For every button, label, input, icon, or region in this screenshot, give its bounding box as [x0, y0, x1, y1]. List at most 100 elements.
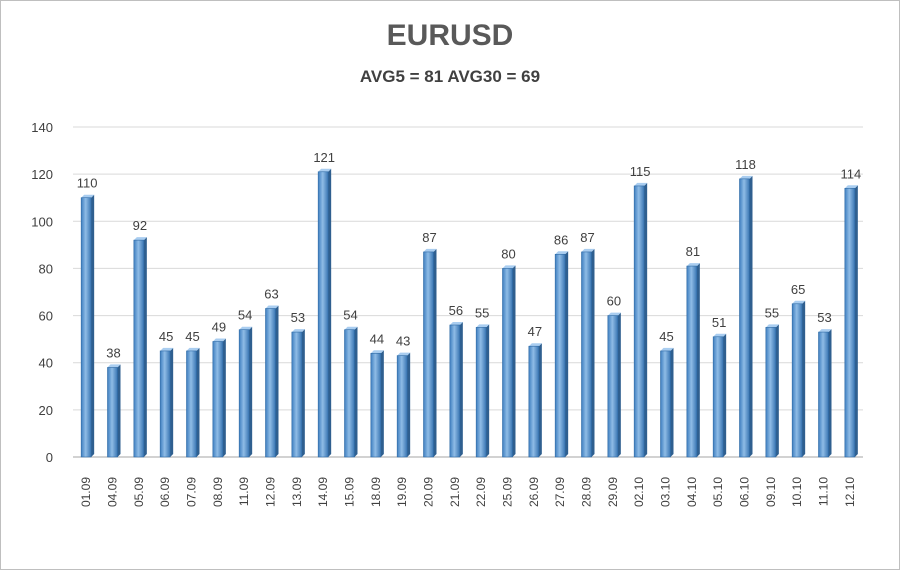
- bar: [712, 333, 727, 458]
- bar: [686, 263, 700, 458]
- bar-top: [502, 265, 516, 269]
- bar-face: [133, 239, 145, 458]
- data-label: 55: [765, 305, 779, 320]
- y-tick-label: 120: [31, 167, 53, 182]
- x-tick-label: 28.09: [580, 477, 594, 507]
- data-label: 80: [501, 246, 515, 261]
- bar-side: [565, 251, 569, 457]
- bar: [80, 194, 95, 458]
- bar-top: [212, 338, 226, 342]
- bar-side: [749, 175, 753, 457]
- x-tick-label: 19.09: [395, 477, 409, 507]
- x-tick-label: 12.10: [843, 477, 857, 507]
- x-tick-label: 06.10: [738, 477, 752, 507]
- bar-face: [370, 352, 382, 458]
- y-tick-label: 40: [39, 356, 53, 371]
- bar-side: [644, 182, 648, 457]
- bar-top: [713, 333, 727, 337]
- bar-face: [80, 197, 92, 458]
- bar-face: [317, 171, 329, 458]
- bar-top: [765, 324, 779, 328]
- bar: [370, 350, 384, 458]
- bar-top: [792, 300, 806, 304]
- bar-face: [712, 336, 724, 458]
- y-tick-label: 80: [39, 261, 53, 276]
- x-tick-label: 14.09: [316, 477, 330, 507]
- bar-face: [396, 355, 408, 458]
- bar-side: [617, 312, 621, 457]
- bar-side: [775, 324, 779, 457]
- bar-top: [476, 324, 490, 328]
- bar-side: [407, 352, 411, 457]
- x-tick-label: 04.09: [106, 477, 120, 507]
- bar-top: [818, 329, 832, 333]
- bar-side: [723, 333, 727, 457]
- x-tick-label: 11.10: [817, 477, 831, 506]
- bar-top: [634, 182, 648, 186]
- x-tick-label: 21.09: [448, 477, 462, 507]
- data-labels: 110 38 92 45 45 49 54 63 53 121 54 44 43 87 56 55 80 47 86…: [77, 150, 861, 361]
- bar-face: [765, 327, 777, 458]
- bar: [291, 329, 305, 458]
- bar: [212, 338, 226, 458]
- bar: [344, 326, 358, 458]
- bar-face: [607, 315, 619, 458]
- x-tick-label: 06.09: [158, 477, 172, 507]
- x-tick-label: 15.09: [343, 477, 357, 507]
- bar-face: [818, 331, 829, 458]
- y-tick-label: 0: [46, 450, 53, 465]
- bar-side: [433, 248, 437, 457]
- x-axis: 01.09 04.09 05.09 06.09 07.09 08.09 11.09 12.09…: [79, 477, 857, 507]
- bar-top: [107, 364, 121, 368]
- bar: [449, 322, 463, 458]
- x-tick-label: 11.09: [237, 477, 251, 506]
- x-tick-label: 12.09: [264, 477, 278, 507]
- bar-top: [291, 329, 305, 333]
- bar-face: [739, 178, 750, 458]
- bar-top: [239, 326, 253, 330]
- bar-top: [318, 168, 332, 172]
- bar: [107, 364, 121, 458]
- bar: [581, 248, 595, 458]
- data-label: 49: [212, 320, 226, 335]
- bar-top: [397, 352, 411, 356]
- data-label: 92: [133, 218, 147, 233]
- bar: [791, 300, 806, 458]
- bar-side: [91, 194, 95, 457]
- bar-face: [502, 268, 513, 458]
- bar: [818, 329, 832, 458]
- x-tick-label: 18.09: [369, 477, 383, 507]
- bar-face: [449, 324, 461, 458]
- bar-top: [160, 347, 174, 351]
- data-label: 53: [291, 310, 305, 325]
- bar-side: [591, 248, 595, 457]
- data-label: 51: [712, 315, 726, 330]
- bar-top: [739, 175, 753, 179]
- bars: [80, 168, 858, 458]
- bar-side: [512, 265, 516, 457]
- bar-side: [275, 305, 279, 457]
- x-tick-label: 05.10: [711, 477, 725, 507]
- x-tick-label: 03.10: [659, 477, 673, 507]
- data-label: 45: [159, 329, 173, 344]
- bar-side: [670, 347, 674, 457]
- x-tick-label: 22.09: [474, 477, 488, 507]
- bar-face: [660, 350, 671, 458]
- bar-top: [186, 347, 200, 351]
- data-label: 54: [238, 308, 252, 323]
- bar-top: [423, 248, 437, 252]
- bar-face: [212, 341, 224, 458]
- bar-top: [265, 305, 279, 309]
- data-label: 87: [422, 230, 436, 245]
- x-tick-label: 25.09: [501, 477, 515, 507]
- data-label: 55: [475, 305, 489, 320]
- data-label: 43: [396, 334, 410, 349]
- x-tick-label: 07.09: [185, 477, 199, 507]
- y-tick-label: 60: [39, 309, 53, 324]
- y-tick-label: 100: [31, 214, 53, 229]
- bar-face: [186, 350, 197, 458]
- bar-face: [791, 303, 803, 458]
- bar-side: [486, 324, 490, 457]
- bar-side: [828, 329, 832, 457]
- x-tick-label: 01.09: [79, 477, 93, 507]
